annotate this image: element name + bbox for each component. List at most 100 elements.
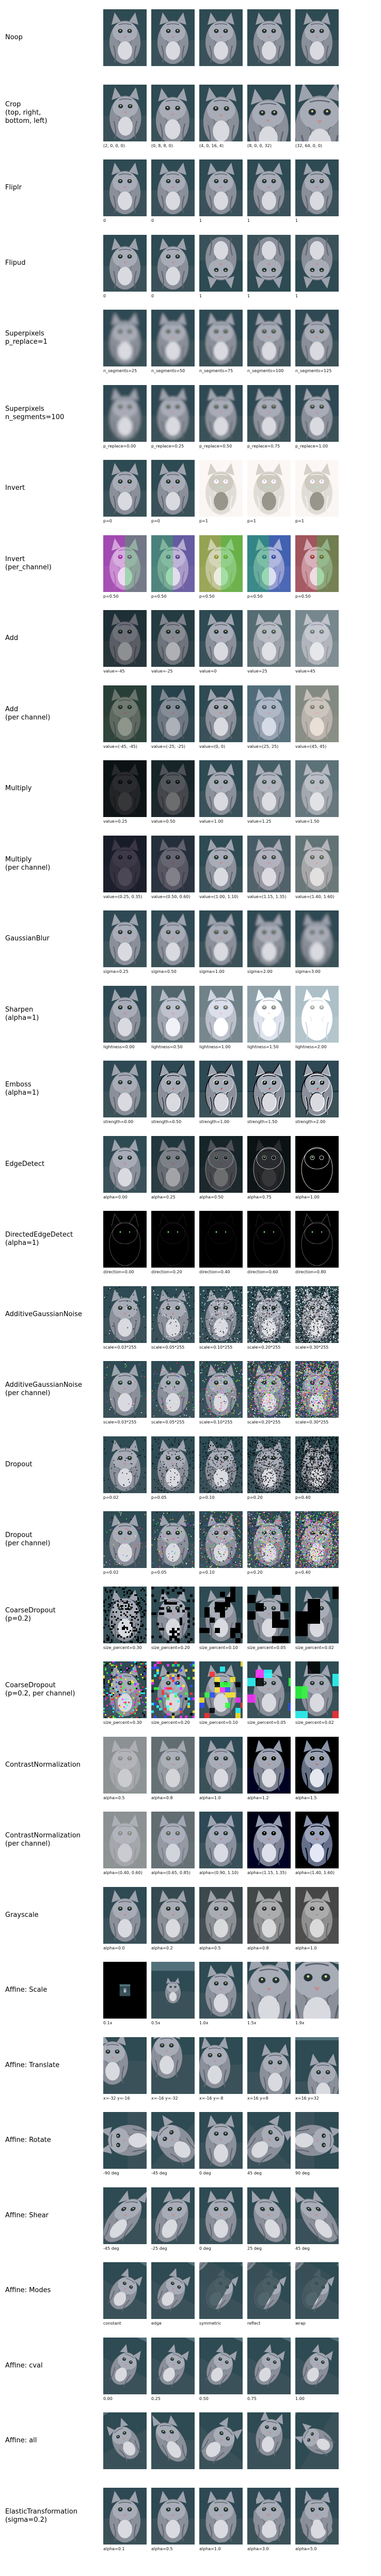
augmenter-label: Multiply (per channel) (5, 855, 51, 872)
parameter-caption: p=0.50 (247, 594, 263, 599)
example-cell: value=0.25 (103, 760, 147, 827)
parameter-caption: alpha=0.8 (151, 1795, 173, 1800)
parameter-caption: p_replace=0.50 (199, 443, 232, 449)
example-cell: 0.5x (151, 1962, 195, 2029)
parameter-caption: 0.25 (151, 2396, 161, 2401)
example-cell: (32, 64, 0, 0) (295, 84, 339, 152)
augmented-cat-image (151, 234, 195, 292)
parameter-caption: lightness=2.00 (295, 1044, 327, 1049)
augmented-cat-image (151, 1211, 195, 1268)
example-cell: lightness=0.00 (103, 985, 147, 1053)
example-cell: p=0.10 (199, 1436, 243, 1503)
augmenter-row: EdgeDetect alpha=0.00 (0, 1135, 381, 1213)
augmented-cat-image (247, 310, 291, 366)
example-cell: sigma=3.00 (295, 910, 339, 978)
augmenter-row: CoarseDropout (p=0.2, per channel) size_… (0, 1661, 381, 1739)
example-cell: 0.25 (151, 2337, 195, 2405)
example-cell: p_replace=0.50 (199, 385, 243, 452)
example-cell: scale=0.30*255 (295, 1361, 339, 1428)
example-cell: alpha=0.50 (199, 1135, 243, 1203)
parameter-caption: p=0.05 (151, 1495, 167, 1500)
parameter-caption: size_percent=0.02 (295, 1720, 334, 1725)
augmented-cat-image (103, 985, 147, 1043)
augmenter-row: AdditiveGaussianNoise (per channel) scal… (0, 1361, 381, 1438)
augmented-cat-image (151, 1061, 195, 1117)
augmented-cat-image (151, 1361, 195, 1418)
augmenter-label: Affine: all (5, 2437, 37, 2444)
parameter-caption: p=0.10 (199, 1570, 215, 1575)
augmented-cat-image (103, 310, 147, 366)
parameter-caption: p=0.20 (247, 1495, 263, 1500)
example-cell: 0.00 (103, 2337, 147, 2405)
augmented-cat-image (247, 460, 291, 517)
augmented-cat-image (247, 2112, 291, 2169)
augmented-cat-image (103, 1361, 147, 1418)
example-cell: direction=0.40 (199, 1211, 243, 1278)
example-cell: 0 (151, 234, 195, 302)
parameter-caption: alpha=0.5 (151, 2546, 173, 2551)
parameter-caption: 1 (295, 293, 298, 298)
augmenter-label: Grayscale (5, 1911, 39, 1919)
parameter-caption: (8, 0, 0, 32) (247, 143, 272, 148)
example-cell: x=16 y=32 (295, 2037, 339, 2104)
parameter-caption: lightness=1.00 (199, 1044, 231, 1049)
parameter-caption: alpha=0.25 (151, 1194, 176, 1199)
parameter-caption: n_segments=25 (103, 369, 137, 373)
example-cell: lightness=1.00 (199, 985, 243, 1053)
example-cell: direction=0.80 (295, 1211, 339, 1278)
parameter-caption: p_replace=1.00 (295, 443, 328, 449)
augmenter-label: Invert (5, 484, 25, 492)
parameter-caption: scale=0.05*255 (151, 1420, 185, 1425)
augmented-cat-image (151, 535, 195, 592)
example-cell: value=-45 (103, 610, 147, 677)
example-cell: size_percent=0.02 (295, 1661, 339, 1729)
example-cell: p=0.40 (295, 1511, 339, 1578)
augmented-cat-image (151, 835, 195, 892)
example-cell: p=1 (199, 460, 243, 527)
example-cell: p=1 (295, 460, 339, 527)
example-cell: 0 deg (199, 2187, 243, 2254)
parameter-caption: (4, 0, 16, 4) (199, 143, 224, 148)
parameter-caption: size_percent=0.02 (295, 1645, 334, 1650)
augmented-cat-image (103, 535, 147, 592)
augmented-cat-image (151, 2112, 195, 2169)
augmented-cat-image (151, 1886, 195, 1944)
augmented-cat-image (199, 2112, 243, 2169)
augmented-cat-image (247, 2187, 291, 2244)
parameter-caption: sigma=0.50 (151, 969, 177, 974)
augmented-cat-image (103, 2187, 147, 2244)
augmenter-label: Flipud (5, 259, 26, 267)
parameter-caption: scale=0.05*255 (151, 1345, 185, 1350)
augmented-cat-image (247, 1211, 291, 1268)
example-cell: alpha=0.1 (103, 2487, 147, 2555)
parameter-caption: size_percent=0.10 (199, 1645, 238, 1650)
parameter-caption: 0 (103, 293, 106, 298)
augmented-cat-image (199, 1061, 243, 1117)
parameter-caption: x=16 y=8 (247, 2095, 268, 2101)
augmented-cat-image (103, 2112, 147, 2169)
parameter-caption: alpha=0.00 (103, 1194, 128, 1199)
augmented-cat-image (199, 1812, 243, 1868)
example-cell: strength=1.50 (247, 1061, 291, 1128)
augmented-cat-image (199, 685, 243, 742)
parameter-caption: value=45 (295, 669, 315, 674)
augmented-cat-image (295, 1061, 339, 1117)
parameter-caption: p=0.02 (103, 1495, 119, 1500)
augmenter-label: Sharpen (alpha=1) (5, 1005, 39, 1022)
augmented-cat-image (199, 9, 243, 66)
augmented-cat-image (103, 234, 147, 292)
example-cell: alpha=5.0 (295, 2487, 339, 2555)
example-cell: 0 (103, 159, 147, 227)
example-cell (295, 9, 339, 76)
example-cell: alpha=0.8 (247, 1886, 291, 1954)
augmented-cat-image (103, 1661, 147, 1718)
augmenter-label: DirectedEdgeDetect (alpha=1) (5, 1231, 73, 1247)
parameter-caption: sigma=2.00 (247, 969, 273, 974)
parameter-caption: lightness=0.00 (103, 1044, 135, 1049)
parameter-caption: 0.1x (103, 2021, 113, 2025)
parameter-caption: alpha=(0.40, 0.60) (103, 1870, 142, 1875)
parameter-caption: strength=1.50 (247, 1119, 278, 1124)
augmenter-row: CoarseDropout (p=0.2) size_percent=0.30 (0, 1586, 381, 1664)
example-cell: value=(0, 0) (199, 685, 243, 753)
parameter-caption: p=0 (103, 519, 112, 523)
